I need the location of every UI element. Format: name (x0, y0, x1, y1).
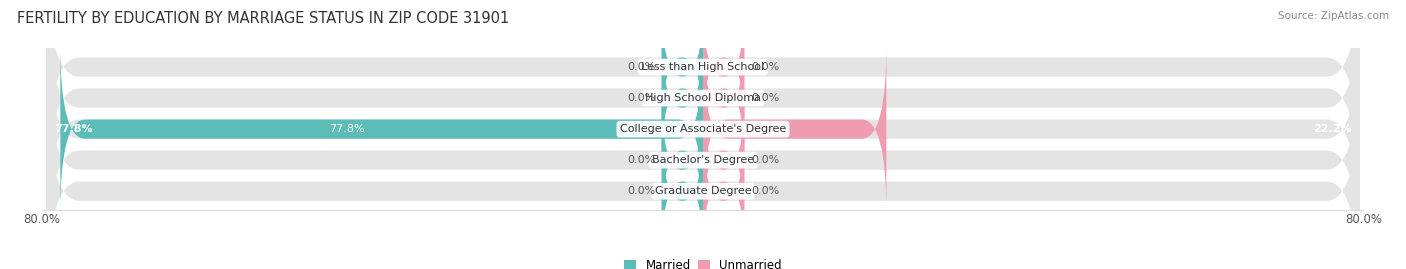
Text: 0.0%: 0.0% (751, 62, 779, 72)
FancyBboxPatch shape (662, 123, 703, 259)
Text: 0.0%: 0.0% (627, 93, 655, 103)
Text: Source: ZipAtlas.com: Source: ZipAtlas.com (1278, 11, 1389, 21)
Text: Graduate Degree: Graduate Degree (655, 186, 751, 196)
Text: 0.0%: 0.0% (751, 186, 779, 196)
FancyBboxPatch shape (662, 0, 703, 135)
Text: 0.0%: 0.0% (751, 155, 779, 165)
Text: Less than High School: Less than High School (641, 62, 765, 72)
FancyBboxPatch shape (703, 46, 886, 213)
Text: High School Diploma: High School Diploma (645, 93, 761, 103)
FancyBboxPatch shape (703, 0, 744, 135)
Text: 22.2%: 22.2% (1313, 124, 1351, 134)
FancyBboxPatch shape (46, 0, 1360, 182)
FancyBboxPatch shape (703, 30, 744, 166)
Text: 0.0%: 0.0% (627, 155, 655, 165)
FancyBboxPatch shape (46, 77, 1360, 269)
Text: 77.8%: 77.8% (55, 124, 93, 134)
FancyBboxPatch shape (60, 46, 703, 213)
FancyBboxPatch shape (662, 92, 703, 228)
FancyBboxPatch shape (662, 30, 703, 166)
Text: 77.8%: 77.8% (329, 124, 366, 134)
Text: 0.0%: 0.0% (627, 62, 655, 72)
FancyBboxPatch shape (46, 15, 1360, 244)
FancyBboxPatch shape (46, 0, 1360, 213)
FancyBboxPatch shape (703, 123, 744, 259)
Text: FERTILITY BY EDUCATION BY MARRIAGE STATUS IN ZIP CODE 31901: FERTILITY BY EDUCATION BY MARRIAGE STATU… (17, 11, 509, 26)
FancyBboxPatch shape (46, 46, 1360, 269)
Text: 0.0%: 0.0% (627, 186, 655, 196)
Text: College or Associate's Degree: College or Associate's Degree (620, 124, 786, 134)
FancyBboxPatch shape (703, 92, 744, 228)
Legend: Married, Unmarried: Married, Unmarried (620, 254, 786, 269)
Text: 0.0%: 0.0% (751, 93, 779, 103)
Text: Bachelor's Degree: Bachelor's Degree (652, 155, 754, 165)
